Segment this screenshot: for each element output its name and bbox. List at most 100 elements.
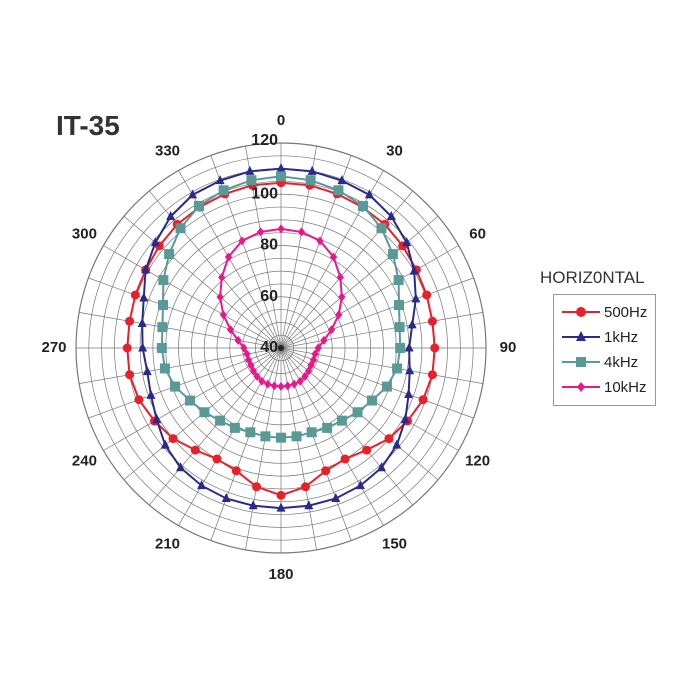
- marker-circle: [122, 343, 132, 353]
- marker-triangle: [376, 462, 386, 472]
- marker-triangle: [276, 502, 286, 512]
- marker-diamond: [243, 349, 251, 359]
- marker-diamond: [258, 376, 266, 386]
- marker-square: [194, 200, 204, 211]
- legend-swatch: [562, 357, 600, 367]
- marker-triangle: [402, 237, 412, 247]
- legend-title: HORIZ0NTAL: [540, 268, 645, 287]
- legend-item: 500Hz: [562, 301, 647, 323]
- marker-diamond: [338, 292, 346, 302]
- chart-title: IT-35: [56, 110, 120, 141]
- marker-triangle: [139, 292, 149, 302]
- marker-diamond: [329, 252, 338, 262]
- r-tick-label: 60: [260, 288, 278, 305]
- marker-diamond: [284, 381, 292, 391]
- marker-circle: [362, 445, 372, 455]
- marker-square: [175, 223, 186, 234]
- marker-triangle: [307, 165, 317, 175]
- legend-label: 500Hz: [604, 303, 648, 321]
- marker-square: [260, 431, 271, 442]
- marker-triangle: [221, 492, 231, 502]
- marker-square: [358, 200, 368, 211]
- grid-spoke: [280, 215, 439, 349]
- marker-square: [387, 249, 398, 260]
- r-tick-label: 120: [251, 132, 278, 149]
- marker-triangle: [386, 210, 396, 220]
- marker-square: [170, 381, 181, 392]
- marker-triangle: [304, 500, 314, 510]
- marker-triangle: [400, 414, 410, 424]
- marker-triangle: [152, 414, 162, 424]
- marker-circle: [125, 316, 135, 326]
- marker-square: [395, 343, 406, 353]
- marker-circle: [422, 290, 432, 300]
- grid-spoke: [280, 347, 384, 526]
- grid-spoke: [148, 347, 282, 506]
- marker-diamond: [219, 310, 227, 320]
- grid-spoke: [79, 312, 282, 349]
- marker-triangle: [331, 492, 341, 502]
- marker-triangle: [245, 165, 255, 175]
- marker-circle: [252, 482, 262, 492]
- marker-square: [306, 427, 317, 438]
- grid-spoke: [280, 245, 459, 349]
- grid-spoke: [88, 347, 282, 419]
- marker-diamond: [336, 272, 344, 282]
- marker-triangle: [276, 163, 286, 173]
- marker-square: [322, 422, 333, 433]
- marker-triangle: [150, 237, 160, 247]
- marker-square: [246, 175, 257, 186]
- marker-circle: [427, 370, 437, 380]
- legend-swatch: [562, 307, 600, 317]
- marker-diamond: [311, 349, 319, 359]
- marker-circle: [190, 445, 200, 455]
- marker-circle: [231, 466, 241, 476]
- marker-diamond: [256, 227, 265, 237]
- grid-spoke: [210, 347, 282, 541]
- marker-diamond: [226, 325, 235, 335]
- marker-circle: [427, 316, 437, 326]
- r-tick-label: 100: [251, 185, 278, 202]
- marker-diamond: [290, 379, 298, 389]
- angle-tick-label: 330: [155, 142, 180, 159]
- marker-square: [158, 300, 169, 311]
- marker-circle: [430, 343, 440, 353]
- marker-triangle: [409, 265, 419, 275]
- grid-spoke: [280, 347, 352, 541]
- marker-square: [185, 395, 196, 406]
- marker-square: [229, 422, 240, 433]
- marker-diamond: [335, 310, 343, 320]
- marker-diamond: [320, 335, 328, 345]
- marker-diamond: [253, 371, 261, 381]
- marker-triangle: [160, 439, 170, 449]
- marker-diamond: [264, 379, 272, 389]
- marker-square: [199, 407, 210, 418]
- marker-triangle: [176, 462, 186, 472]
- marker-triangle: [188, 189, 198, 199]
- marker-square: [392, 363, 403, 374]
- marker-diamond: [277, 224, 285, 234]
- angle-tick-label: 90: [500, 339, 517, 356]
- grid-spoke: [280, 347, 414, 506]
- marker-diamond: [218, 272, 226, 282]
- marker-diamond: [234, 335, 242, 345]
- marker-diamond: [577, 382, 585, 392]
- legend-item: 4kHz: [562, 351, 638, 373]
- marker-square: [276, 432, 286, 443]
- marker-circle: [168, 434, 178, 444]
- angle-tick-label: 150: [382, 536, 407, 553]
- marker-square: [218, 185, 229, 196]
- marker-triangle: [197, 480, 207, 490]
- legend-item: 10kHz: [562, 376, 647, 398]
- marker-triangle: [407, 319, 417, 329]
- grid-spoke: [245, 347, 282, 550]
- marker-square: [393, 275, 404, 286]
- legend: 500Hz 1kHz 4kHz 10kHz: [553, 294, 656, 406]
- marker-diamond: [238, 236, 246, 246]
- marker-diamond: [327, 325, 336, 335]
- marker-circle: [384, 434, 394, 444]
- marker-square: [276, 171, 286, 182]
- marker-diamond: [297, 227, 306, 237]
- angle-tick-label: 240: [72, 452, 97, 469]
- legend-label: 1kHz: [604, 328, 639, 346]
